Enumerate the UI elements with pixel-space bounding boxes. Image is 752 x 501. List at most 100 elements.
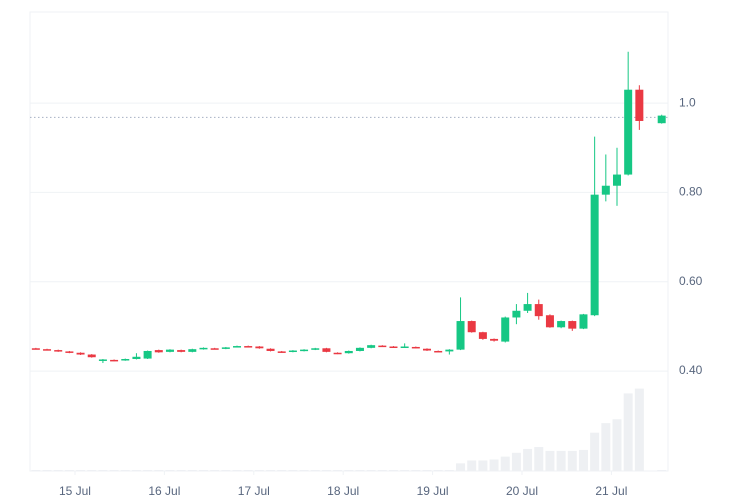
candle-body xyxy=(266,348,275,351)
volume-bar xyxy=(210,470,220,471)
candle-body xyxy=(210,348,219,350)
candle-body xyxy=(98,359,107,361)
volume-bar xyxy=(511,452,521,471)
volume-bar xyxy=(176,470,186,471)
volume-bar xyxy=(310,470,320,471)
candle-body xyxy=(568,321,577,329)
volume-bar xyxy=(277,470,287,471)
y-tick-label: 0.60 xyxy=(679,274,703,288)
candle-body xyxy=(501,317,510,342)
x-tick-label: 19 Jul xyxy=(417,484,449,498)
volume-bar xyxy=(187,470,197,471)
volume-bar xyxy=(578,449,588,471)
candle-body xyxy=(400,346,409,349)
candle-body xyxy=(445,349,454,352)
volume-bar xyxy=(534,447,544,471)
candle-body xyxy=(557,321,566,328)
candle-body xyxy=(165,349,174,352)
volume-bar xyxy=(288,470,298,471)
candle-body xyxy=(389,346,398,349)
volume-bar xyxy=(601,423,611,471)
volume-bar xyxy=(523,448,533,471)
candle-body xyxy=(456,321,465,350)
candle-body xyxy=(367,345,376,348)
candle-body xyxy=(143,350,152,359)
candle-body xyxy=(311,348,320,350)
volume-bar xyxy=(165,470,175,471)
plot-frame xyxy=(29,11,669,472)
volume-bar xyxy=(400,470,410,471)
volume-bar xyxy=(657,470,667,471)
candle-body xyxy=(87,354,96,358)
candle-body xyxy=(322,348,331,352)
volume-bar xyxy=(623,393,633,471)
x-tick-label: 20 Jul xyxy=(506,484,538,498)
candle-body xyxy=(601,185,610,195)
volume-bar xyxy=(131,470,141,471)
candle-body xyxy=(54,350,63,352)
volume-bar xyxy=(500,456,510,471)
volume-bar xyxy=(299,470,309,471)
candle-body xyxy=(579,314,588,329)
x-tick-label: 17 Jul xyxy=(238,484,270,498)
candle-body xyxy=(43,349,52,351)
volume-bar xyxy=(590,432,600,471)
candle-body xyxy=(545,315,554,328)
volume-bar xyxy=(344,470,354,471)
volume-bar xyxy=(612,419,622,471)
candle-body xyxy=(512,310,521,318)
y-tick-label: 0.40 xyxy=(679,363,703,377)
candle-body xyxy=(612,174,621,186)
volume-bar xyxy=(478,460,488,471)
candle-body xyxy=(121,359,130,361)
volume-bar xyxy=(366,470,376,471)
candle-body xyxy=(657,115,666,124)
volume-bar xyxy=(467,460,477,471)
y-tick-label: 1.0 xyxy=(679,95,696,109)
candle-body xyxy=(154,350,163,353)
volume-bar xyxy=(489,459,499,471)
candle-body xyxy=(199,347,208,350)
y-tick-label: 0.80 xyxy=(679,185,703,199)
candle-body xyxy=(635,89,644,121)
candle-body xyxy=(355,347,364,351)
candle-body xyxy=(478,332,487,339)
volume-bar xyxy=(232,470,242,471)
candle-body xyxy=(132,356,141,360)
candle-body xyxy=(76,352,85,355)
volume-bar xyxy=(87,470,97,471)
volume-bar xyxy=(109,470,119,471)
volume-bar xyxy=(355,470,365,471)
x-tick-label: 21 Jul xyxy=(595,484,627,498)
volume-bar xyxy=(143,470,153,471)
volume-bar xyxy=(98,470,108,471)
candle-body xyxy=(110,359,119,362)
candle-body xyxy=(288,350,297,353)
candle-body xyxy=(333,352,342,355)
volume-bar xyxy=(76,470,86,471)
volume-bar xyxy=(243,470,253,471)
candle-body xyxy=(244,346,253,348)
volume-bar xyxy=(198,470,208,471)
candle-body xyxy=(378,345,387,348)
candle-body xyxy=(624,89,633,175)
candle-body xyxy=(177,350,186,352)
volume-bar xyxy=(556,450,566,471)
x-tick-label: 18 Jul xyxy=(327,484,359,498)
volume-bar xyxy=(266,470,276,471)
candle-body xyxy=(188,349,197,352)
volume-bar xyxy=(120,470,130,471)
volume-bar xyxy=(154,470,164,471)
volume-bar xyxy=(254,470,264,471)
candle-body xyxy=(300,349,309,352)
volume-bar xyxy=(433,470,443,471)
volume-bar xyxy=(53,470,63,471)
volume-bar xyxy=(422,470,432,471)
volume-bar xyxy=(221,470,231,471)
volume-bar xyxy=(321,470,331,471)
candle-body xyxy=(221,347,230,349)
candle-body xyxy=(490,338,499,341)
volume-bar xyxy=(388,470,398,471)
candle-body xyxy=(31,348,40,350)
